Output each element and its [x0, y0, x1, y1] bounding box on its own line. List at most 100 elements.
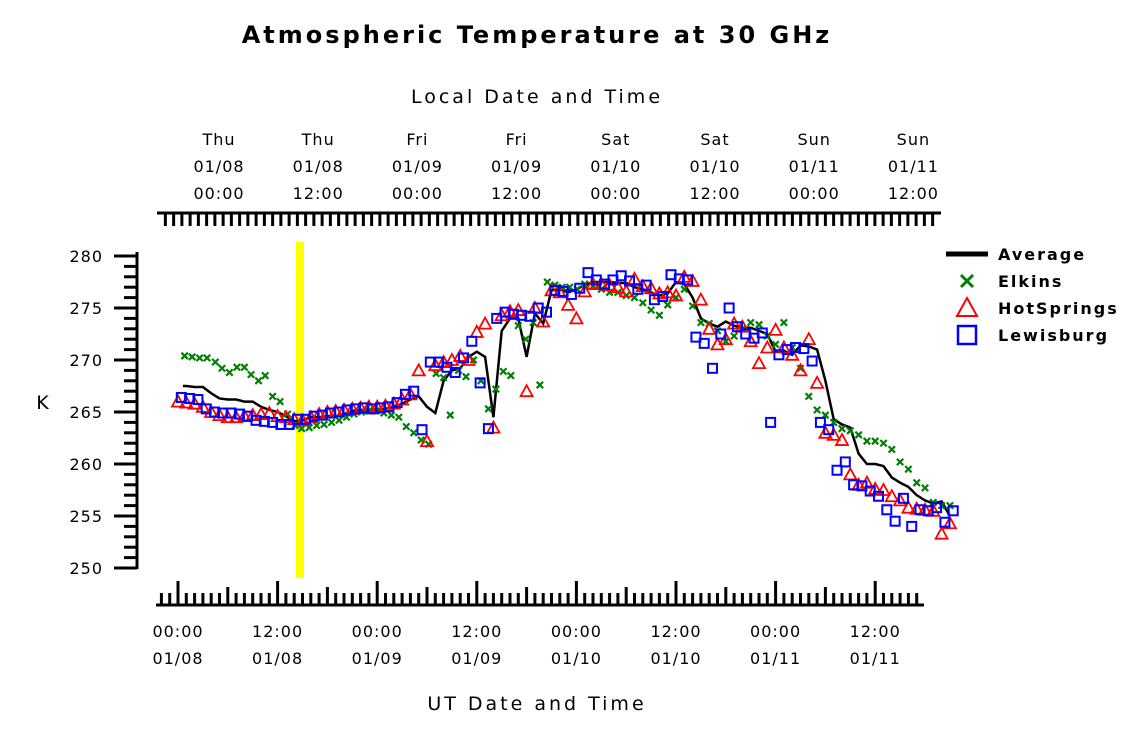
hotsprings-point — [817, 424, 833, 439]
lewisburg-point — [491, 312, 503, 324]
elkins-point — [746, 318, 755, 327]
bottom-tick-time: 12:00 — [451, 622, 502, 641]
series-lewisburg — [175, 267, 959, 532]
elkins-point — [655, 311, 664, 320]
lewisburg-point — [881, 504, 893, 516]
elkins-point — [484, 404, 493, 413]
hotsprings-point — [884, 488, 900, 503]
lewisburg-point — [565, 288, 577, 300]
top-tick-date: 01/11 — [789, 157, 840, 176]
lewisburg-point — [839, 456, 851, 468]
bottom-tick-date: 01/11 — [850, 649, 901, 668]
top-tick-day: Sun — [897, 130, 930, 149]
y-axis-label: K — [36, 392, 51, 414]
y-tick-label: 260 — [69, 455, 103, 474]
legend-label: Elkins — [998, 272, 1063, 291]
hotsprings-point — [892, 492, 908, 507]
highlight-band — [296, 242, 305, 578]
hotsprings-point — [942, 515, 958, 530]
top-tick-time: 12:00 — [689, 184, 740, 203]
legend: Average Elkins HotSprings Lewisburg — [946, 245, 1117, 346]
lewisburg-point — [640, 279, 652, 291]
elkins-point — [921, 483, 929, 492]
top-tick-day: Thu — [301, 130, 335, 149]
hotsprings-point — [618, 283, 634, 298]
elkins-point — [499, 367, 508, 376]
elkins-point — [912, 478, 921, 487]
lewisburg-point — [474, 377, 486, 389]
top-tick-day: Thu — [201, 130, 235, 149]
top-tick-time: 00:00 — [193, 184, 244, 203]
hotsprings-point — [792, 362, 809, 377]
elkins-point — [320, 420, 329, 429]
elkins-point — [887, 445, 896, 454]
top-tick-date: 01/08 — [293, 157, 344, 176]
elkins-point — [394, 413, 403, 422]
bottom-tick-date: 01/08 — [252, 649, 303, 668]
lewisburg-point — [756, 327, 768, 339]
elkins-point — [180, 351, 189, 360]
bottom-tick-time: 00:00 — [551, 622, 602, 641]
left-axis: 250 255 260 265 270 275 280 — [69, 247, 139, 578]
lewisburg-point — [947, 505, 959, 517]
hotsprings-point — [568, 310, 584, 325]
lewisburg-point — [574, 282, 586, 294]
hotsprings-point — [610, 279, 626, 294]
legend-label: Lewisburg — [998, 326, 1109, 345]
top-tick-time: 00:00 — [590, 184, 641, 203]
lewisburg-point — [897, 492, 909, 504]
top-tick-day: Sat — [601, 130, 630, 149]
elkins-point — [896, 457, 905, 466]
elkins-point — [446, 411, 455, 420]
elkins-point — [506, 371, 515, 380]
lewisburg-point — [698, 337, 710, 349]
lewisburg-point — [541, 306, 553, 318]
elkins-point — [432, 369, 441, 378]
hotsprings-point — [560, 297, 576, 311]
top-tick-time: 00:00 — [392, 184, 443, 203]
elkins-point — [254, 376, 263, 385]
elkins-point — [312, 421, 321, 430]
elkins-point — [663, 300, 672, 309]
y-tick-label: 275 — [69, 299, 103, 318]
hotsprings-point — [809, 375, 825, 389]
hotsprings-point — [934, 525, 950, 540]
elkins-point — [521, 335, 530, 344]
top-tick-date: 01/08 — [193, 157, 244, 176]
lewisburg-point — [192, 394, 204, 406]
y-tick-label: 265 — [69, 403, 103, 422]
top-tick-time: 12:00 — [491, 184, 542, 203]
hotsprings-point — [842, 466, 858, 481]
elkins-point — [535, 380, 544, 389]
elkins-point — [696, 318, 705, 327]
elkins-point — [638, 298, 647, 307]
hotsprings-point — [693, 291, 709, 306]
lewisburg-point — [416, 424, 428, 436]
bottom-tick-date: 01/09 — [352, 649, 403, 668]
lewisburg-point — [798, 343, 810, 355]
legend-swatch-lewisburg — [956, 324, 978, 346]
bottom-tick-date: 01/10 — [650, 649, 701, 668]
hotsprings-point — [900, 499, 916, 514]
elkins-point — [268, 392, 277, 401]
hotsprings-point — [452, 347, 468, 362]
elkins-point — [247, 370, 256, 379]
elkins-point — [402, 422, 411, 431]
top-tick-time: 00:00 — [789, 184, 840, 203]
hotsprings-point — [419, 433, 435, 448]
elkins-point — [203, 353, 212, 362]
elkins-point — [838, 424, 846, 433]
lewisburg-point — [765, 416, 777, 428]
elkins-point — [218, 364, 226, 373]
top-tick-day: Fri — [406, 130, 428, 149]
lewisburg-point — [657, 291, 669, 303]
hotsprings-point — [552, 284, 568, 299]
elkins-point — [846, 426, 855, 435]
legend-swatch-elkins — [959, 273, 975, 289]
top-tick-time: 12:00 — [888, 184, 939, 203]
lewisburg-point — [682, 274, 694, 286]
lewisburg-point — [408, 385, 420, 397]
hotsprings-point — [469, 324, 485, 338]
hotsprings-point — [577, 283, 593, 298]
elkins-point — [647, 306, 656, 315]
